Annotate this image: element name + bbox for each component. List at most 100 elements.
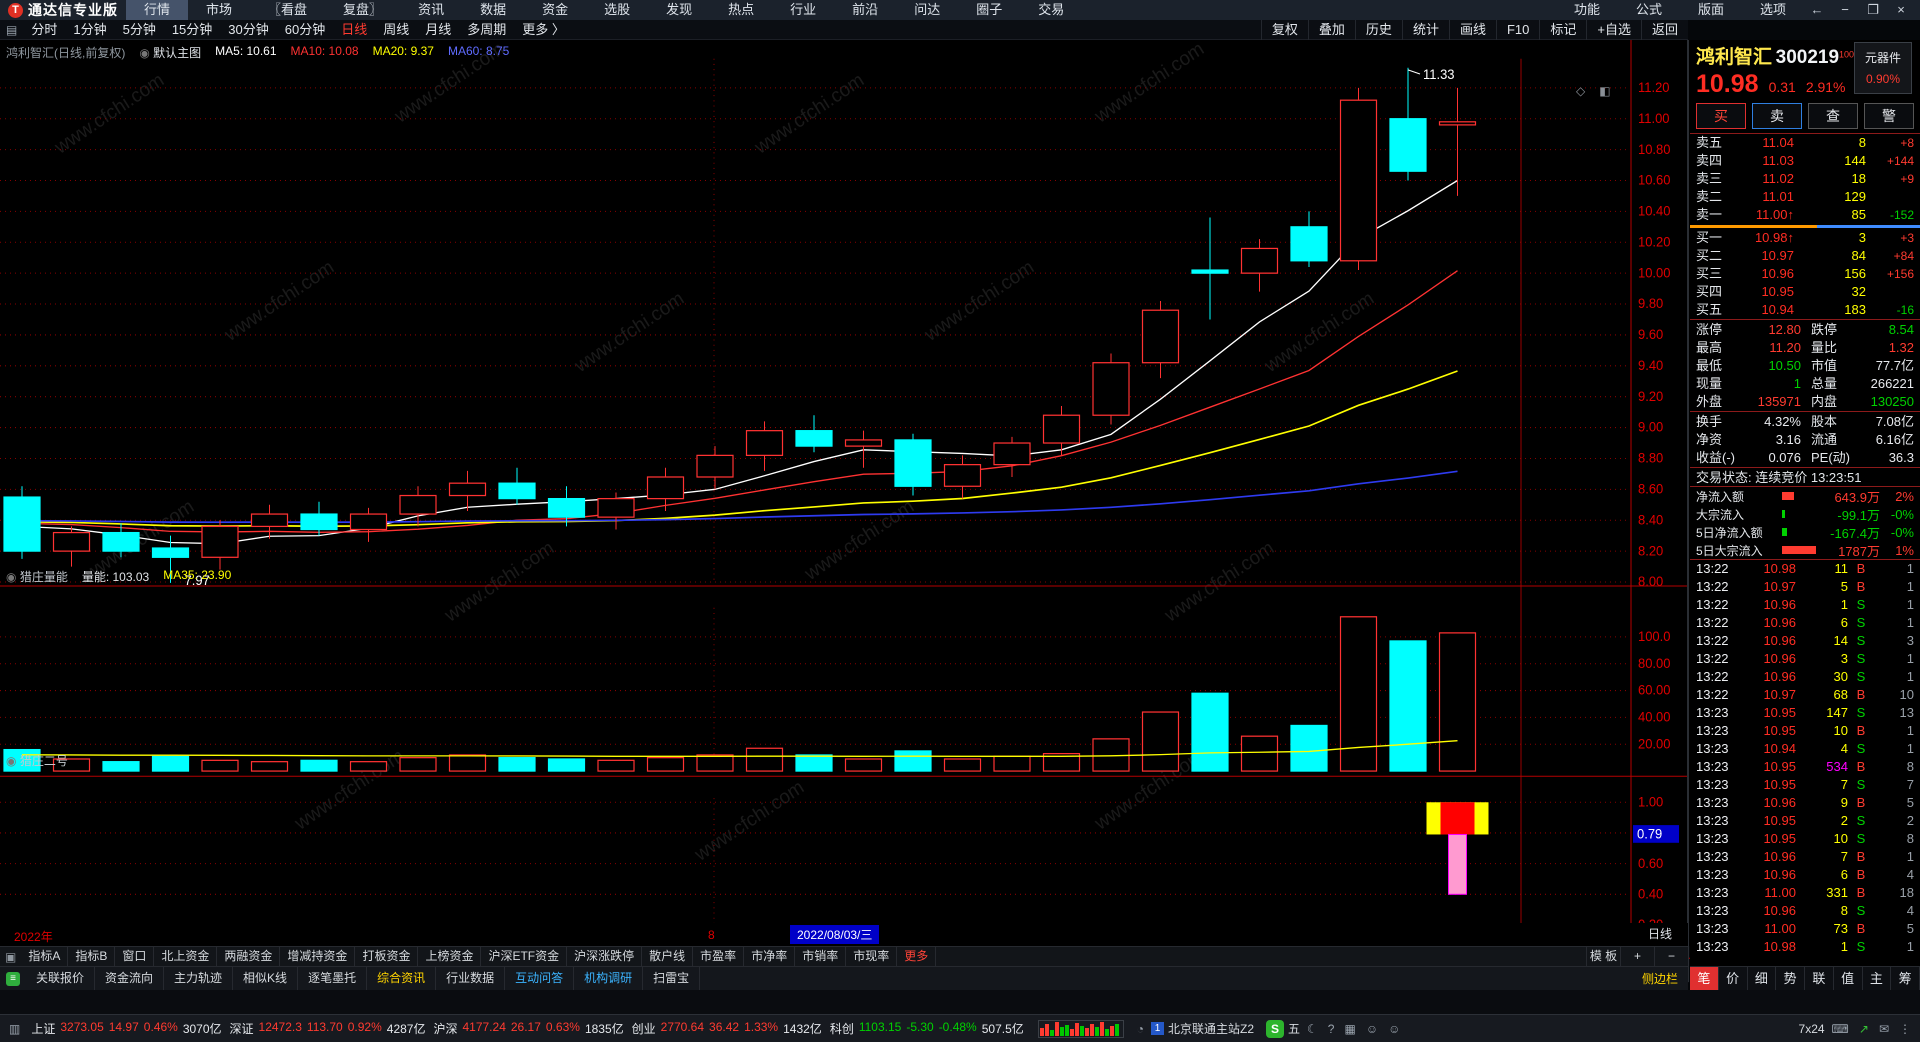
menu-item-right[interactable]: 功能 [1573, 2, 1600, 17]
server-name[interactable]: 北京联通主站Z2 [1168, 1022, 1255, 1036]
quote-panel-tab[interactable]: 筹 [1891, 967, 1920, 990]
quote-panel-tab[interactable]: 势 [1776, 967, 1805, 990]
period-tab[interactable]: 分时 [31, 21, 58, 37]
indicator-tab[interactable]: 指标A [21, 947, 69, 966]
chart-tool-button[interactable]: 返回 [1640, 19, 1688, 40]
menu-item[interactable]: 资讯 [418, 2, 445, 17]
chart-tool-button[interactable]: 复权 [1260, 19, 1308, 40]
bid-row[interactable]: 买二 10.97 84 +84 [1696, 248, 1914, 263]
chart-tool-button[interactable]: 统计 [1401, 19, 1449, 40]
message-icon[interactable]: ✉ [1878, 1021, 1889, 1036]
period-tab[interactable]: 更多 〉 [522, 21, 565, 37]
menu-item[interactable]: 数据 [480, 2, 507, 17]
info-tab[interactable]: 互动问答 [505, 967, 575, 990]
indicator-tab[interactable]: 市现率 [846, 947, 898, 966]
night-mode-icon[interactable]: ☾ [1307, 1021, 1318, 1036]
indicator-tab[interactable]: 沪深ETF资金 [481, 947, 568, 966]
user-icon[interactable]: ☺ [1365, 1021, 1379, 1036]
bid-row[interactable]: 买一 10.98↑ 3 +3 [1696, 230, 1914, 245]
window-control-icon[interactable]: × [1897, 2, 1905, 17]
period-tab[interactable]: 30分钟 [228, 21, 269, 37]
indicator-tab[interactable]: 上榜资金 [418, 947, 482, 966]
user-group-icon[interactable]: ☺ [1388, 1021, 1401, 1036]
window-control-icon[interactable]: ← [1810, 2, 1824, 17]
tick-row[interactable]: 13:23 10.95 147 S 13 [1696, 705, 1914, 720]
window-control-icon[interactable]: ❐ [1867, 2, 1879, 17]
period-tab[interactable]: 日线 [341, 21, 368, 37]
sidebar-toggle-button[interactable]: 侧边栏 [1632, 966, 1688, 990]
tick-row[interactable]: 13:23 10.94 4 S 1 [1696, 741, 1914, 756]
tick-row[interactable]: 13:23 10.95 534 B 8 [1696, 759, 1914, 774]
menu-item[interactable]: 发现 [666, 2, 693, 17]
tick-row[interactable]: 13:23 10.96 6 B 4 [1696, 867, 1914, 882]
quote-panel-tab[interactable]: 联 [1805, 967, 1834, 990]
chart-tool-button[interactable]: 画线 [1448, 19, 1496, 40]
quote-panel-tab[interactable]: 细 [1748, 967, 1777, 990]
chart-tool-button[interactable]: 标记 [1539, 19, 1586, 40]
tick-row[interactable]: 13:23 11.00 73 B 5 [1696, 921, 1914, 936]
chart-tool-button[interactable]: 叠加 [1307, 19, 1355, 40]
tick-row[interactable]: 13:22 10.96 30 S 1 [1696, 669, 1914, 684]
menu-item[interactable]: 热点 [728, 2, 755, 17]
period-tab[interactable]: 月线 [425, 21, 452, 37]
messenger-logo-icon[interactable]: S [1266, 1019, 1285, 1038]
help-icon[interactable]: ? [1327, 1021, 1335, 1036]
tick-row[interactable]: 13:23 10.95 2 S 2 [1696, 813, 1914, 828]
tick-row[interactable]: 13:22 10.96 14 S 3 [1696, 633, 1914, 648]
kline-chart[interactable]: www.cfchi.com www.cfchi.com www.cfchi.com w… [0, 40, 1690, 1042]
indicator-tab[interactable]: 市盈率 [693, 947, 745, 966]
bid-row[interactable]: 买四 10.95 32 [1696, 284, 1866, 299]
tick-row[interactable]: 13:23 10.96 8 S 4 [1696, 903, 1914, 918]
indicator-tab[interactable]: 两融资金 [217, 947, 281, 966]
menu-item[interactable]: 〖看盘 [268, 2, 308, 17]
menu-item[interactable]: 行业 [790, 2, 817, 17]
quote-panel-tab[interactable]: 值 [1834, 967, 1863, 990]
sector-box[interactable]: 元器件 0.90% [1854, 42, 1912, 94]
tick-row[interactable]: 13:22 10.97 5 B 1 [1696, 579, 1914, 594]
split-view-icon[interactable]: ◧ [1599, 84, 1611, 98]
info-tab[interactable]: 逐笔墨托 [298, 967, 368, 990]
ask-row[interactable]: 卖一 11.00↑ 85 -152 [1696, 207, 1914, 222]
keyboard-icon[interactable]: ⌨ [1831, 1021, 1849, 1036]
menu-item-right[interactable]: 公式 [1635, 2, 1662, 17]
menu-item[interactable]: 行情 [126, 0, 189, 20]
page-icon[interactable]: ▣ [5, 949, 17, 964]
indicator-tab[interactable]: 打板资金 [355, 947, 419, 966]
notice-badge[interactable]: 1 [1151, 1022, 1164, 1035]
indicator-tab[interactable]: 市销率 [795, 947, 847, 966]
info-tab[interactable]: 资金流向 [95, 967, 165, 990]
layout-grid-icon[interactable]: ▤ [6, 22, 18, 37]
tick-row[interactable]: 13:22 10.96 6 S 1 [1696, 615, 1914, 630]
menu-item[interactable]: 交易 [1038, 2, 1065, 17]
tick-row[interactable]: 13:23 10.98 1 S 1 [1696, 939, 1914, 954]
info-tab[interactable]: 扫雷宝 [643, 967, 701, 990]
period-tab[interactable]: 60分钟 [284, 21, 326, 37]
period-tab[interactable]: 5分钟 [122, 21, 156, 37]
menu-item[interactable]: 市场 [206, 2, 233, 17]
tick-row[interactable]: 13:22 10.96 3 S 1 [1696, 651, 1914, 666]
menu-item[interactable]: 复盘〗 [343, 2, 383, 17]
tick-row[interactable]: 13:23 10.95 10 B 1 [1696, 723, 1914, 738]
ask-row[interactable]: 卖五 11.04 8 +8 [1696, 135, 1914, 150]
info-tab[interactable]: 主力轨迹 [164, 967, 234, 990]
ask-row[interactable]: 卖三 11.02 18 +9 [1696, 171, 1914, 186]
info-tab[interactable]: 行业数据 [436, 967, 506, 990]
template-button[interactable]: 模 板 [1586, 947, 1620, 966]
bid-row[interactable]: 买三 10.96 156 +156 [1696, 266, 1914, 281]
tick-row[interactable]: 13:22 10.98 11 B 1 [1696, 561, 1914, 576]
indicator-tab[interactable]: 北上资金 [154, 947, 218, 966]
tick-row[interactable]: 13:23 11.00 331 B 18 [1696, 885, 1914, 900]
green-app-icon[interactable]: ≡ [6, 971, 20, 986]
apps-grid-icon[interactable]: ▦ [1344, 1021, 1356, 1036]
info-tab[interactable]: 综合资讯 [367, 967, 437, 990]
info-tab[interactable]: 相似K线 [233, 967, 299, 990]
index-quote[interactable]: 沪深 4177.24 26.17 0.63% 1835亿 [433, 1020, 624, 1036]
window-control-icon[interactable]: − [1841, 2, 1849, 17]
period-tab[interactable]: 周线 [383, 21, 410, 37]
chart-tool-button[interactable]: 历史 [1354, 19, 1402, 40]
zoom-in-button[interactable]: + [1620, 947, 1654, 966]
index-quote[interactable]: 创业 2770.64 36.42 1.33% 1432亿 [631, 1020, 822, 1036]
tick-row[interactable]: 13:23 10.96 9 B 5 [1696, 795, 1914, 810]
indicator-tab[interactable]: 窗口 [115, 947, 155, 966]
upload-arrow-icon[interactable]: ↗ [1858, 1021, 1869, 1036]
